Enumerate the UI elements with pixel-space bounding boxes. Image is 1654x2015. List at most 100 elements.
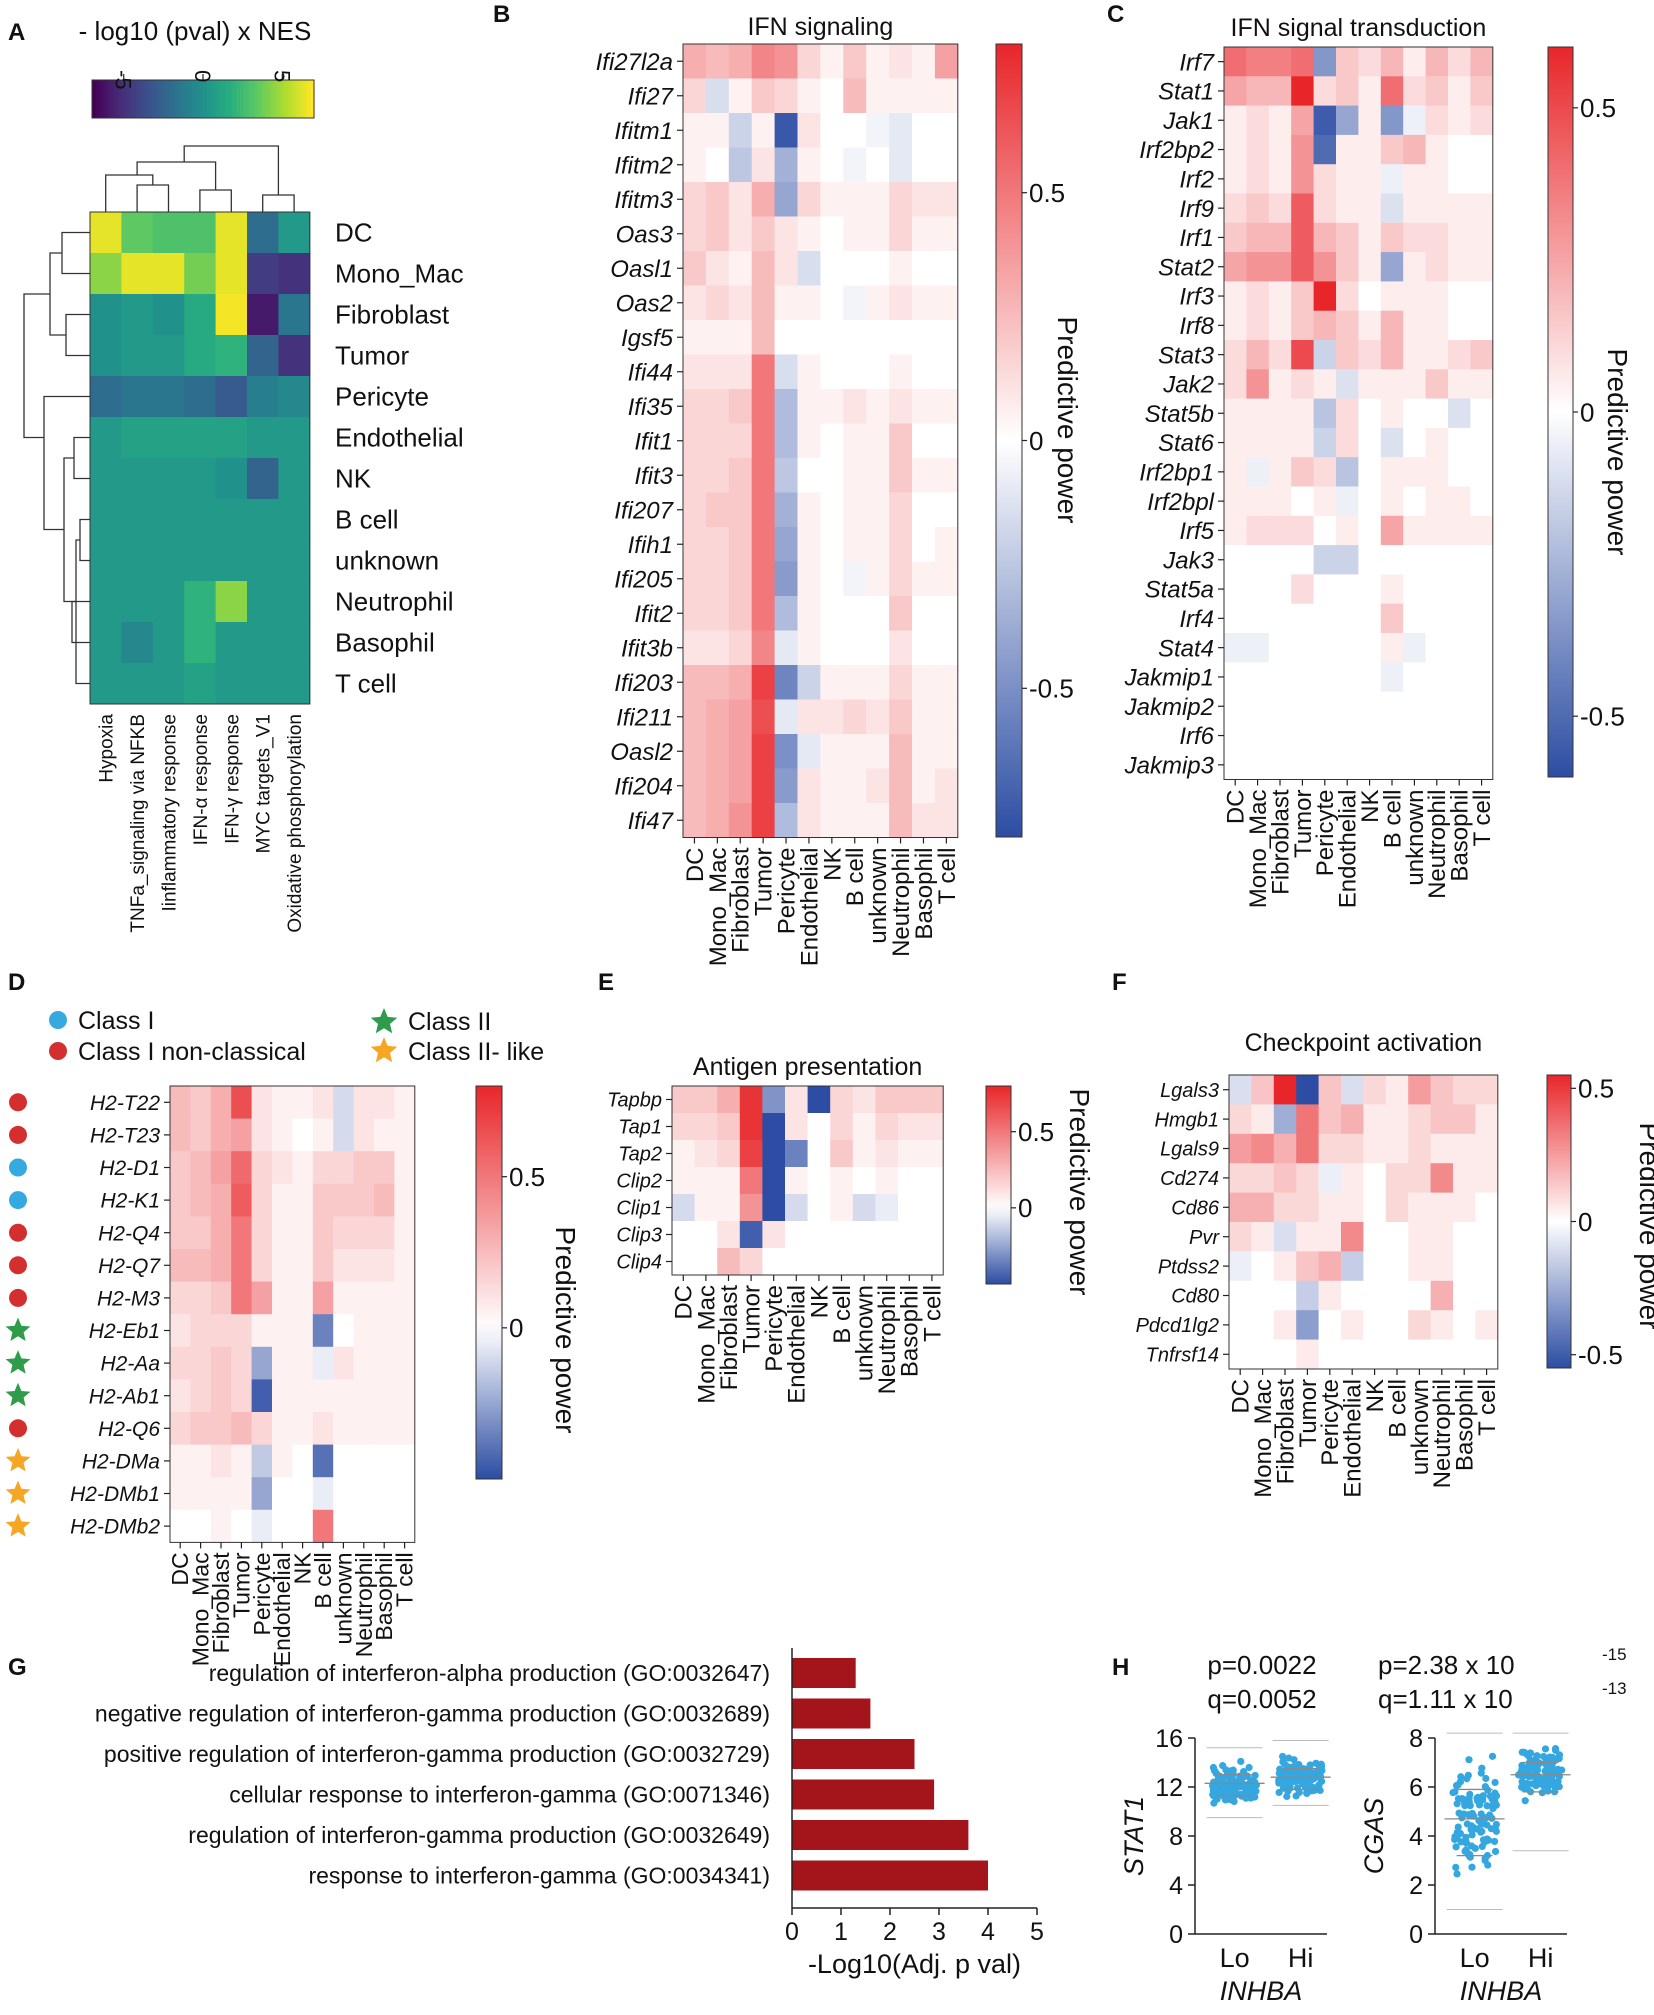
heatmap-cell [333, 1086, 355, 1120]
x-axis-label: INHBA [1220, 1976, 1303, 2006]
heatmap-cell [717, 1221, 741, 1249]
heatmap-cell [912, 492, 936, 528]
heatmap-cell [1403, 281, 1427, 312]
heatmap-cell [889, 527, 913, 562]
heatmap-cell [121, 253, 154, 295]
heatmap-cell [121, 581, 154, 623]
heatmap-cell [1336, 750, 1359, 780]
heatmap-cell [683, 354, 707, 390]
heatmap-cell [683, 561, 707, 597]
data-point [1545, 1766, 1553, 1774]
heatmap-cell [1336, 340, 1359, 370]
heatmap-cell [820, 389, 844, 424]
heatmap-cell [1385, 1339, 1409, 1370]
heatmap-cell [353, 1412, 375, 1446]
row-label: Stat4 [1158, 635, 1214, 662]
colorbar-title: - log10 (pval) x NES [79, 16, 312, 46]
col-label: IFN-α response [191, 714, 212, 845]
heatmap-cell [1358, 457, 1382, 487]
heatmap-cell [152, 376, 185, 418]
heatmap-cell [1246, 222, 1270, 253]
heatmap-cell [394, 1086, 416, 1120]
star-icon [5, 1317, 31, 1341]
col-label: Neutrophil [874, 1285, 901, 1394]
heatmap-cell [278, 499, 311, 541]
row-label: Ifit3b [621, 635, 673, 662]
heatmap-cell [694, 1086, 718, 1114]
heatmap-cell [1313, 47, 1337, 77]
heatmap-cell [1291, 633, 1315, 663]
data-point [1481, 1854, 1489, 1862]
heatmap-cell [1475, 1251, 1499, 1282]
heatmap-cell [1380, 457, 1404, 487]
heatmap-cell [1470, 633, 1494, 663]
heatmap-cell [374, 1086, 395, 1120]
row-label: Stat3 [1158, 342, 1215, 369]
heatmap-cell [1403, 76, 1427, 107]
panel-letter: G [8, 1654, 27, 1681]
colorbar [1547, 46, 1574, 778]
heatmap-cell [762, 1086, 786, 1114]
col-label: Mono_Mac [1245, 790, 1272, 909]
heatmap-cell [1425, 310, 1449, 341]
heatmap-cell [1313, 750, 1337, 780]
heatmap-cell [1224, 222, 1247, 253]
heatmap-cell [1291, 76, 1315, 107]
heatmap-cell [1296, 1310, 1320, 1341]
heatmap-cell [1291, 47, 1315, 77]
col-label: Pericyte [773, 848, 800, 935]
heatmap-cell [1268, 369, 1292, 400]
heatmap-cell [190, 1444, 212, 1478]
heatmap-cell [1341, 1192, 1364, 1223]
row-label: Ifitm1 [614, 118, 673, 145]
heatmap-cell [1448, 193, 1471, 224]
data-point [1492, 1820, 1500, 1829]
heatmap-cell [1246, 164, 1270, 194]
colorbar-segment [288, 80, 293, 118]
heatmap-cell [184, 663, 217, 705]
heatmap-cell [278, 540, 311, 582]
heatmap-cell [852, 1113, 876, 1141]
heatmap-cell [751, 699, 776, 735]
heatmap-cell [1336, 457, 1359, 487]
heatmap-cell [247, 581, 279, 623]
heatmap-cell [1246, 545, 1270, 575]
heatmap-cell [278, 663, 311, 705]
colorbar [995, 43, 1023, 838]
heatmap-cell [1453, 1251, 1476, 1282]
dendrogram-branch [183, 145, 280, 195]
heatmap-cell [751, 389, 776, 424]
heatmap-cell [934, 182, 959, 217]
heatmap-cell [1224, 76, 1247, 107]
heatmap-cell [820, 251, 844, 286]
heatmap-cell [739, 1167, 763, 1195]
heatmap-cell [1380, 720, 1404, 751]
row-label: Tap2 [618, 1144, 662, 1166]
colorbar-segment [277, 80, 282, 118]
heatmap-cell [1341, 1222, 1364, 1252]
row-label: H2-T22 [90, 1092, 160, 1115]
heatmap-cell [762, 1221, 786, 1249]
heatmap-cell [1403, 515, 1427, 546]
heatmap-cell [1251, 1075, 1275, 1105]
dendrogram-branch [49, 252, 66, 336]
colorbar-segment [240, 80, 245, 118]
heatmap-cell [843, 768, 867, 804]
col-label: DC [1228, 1379, 1255, 1414]
heatmap-cell [1425, 340, 1449, 370]
heatmap-cell [231, 1249, 253, 1283]
heatmap-cell [1291, 574, 1315, 605]
row-label: Irf1 [1179, 225, 1214, 252]
heatmap-cell [247, 540, 279, 582]
data-point [1463, 1775, 1471, 1783]
heatmap-cell [374, 1412, 395, 1446]
data-point [1460, 1799, 1469, 1807]
heatmap-cell [190, 1183, 212, 1217]
heatmap-cell [374, 1118, 395, 1152]
heatmap-cell [1229, 1251, 1252, 1282]
heatmap-cell [353, 1314, 375, 1348]
heatmap-cell [683, 44, 707, 79]
colorbar-segment [232, 80, 237, 118]
heatmap-cell [852, 1221, 876, 1249]
heatmap-cell [1313, 691, 1337, 722]
